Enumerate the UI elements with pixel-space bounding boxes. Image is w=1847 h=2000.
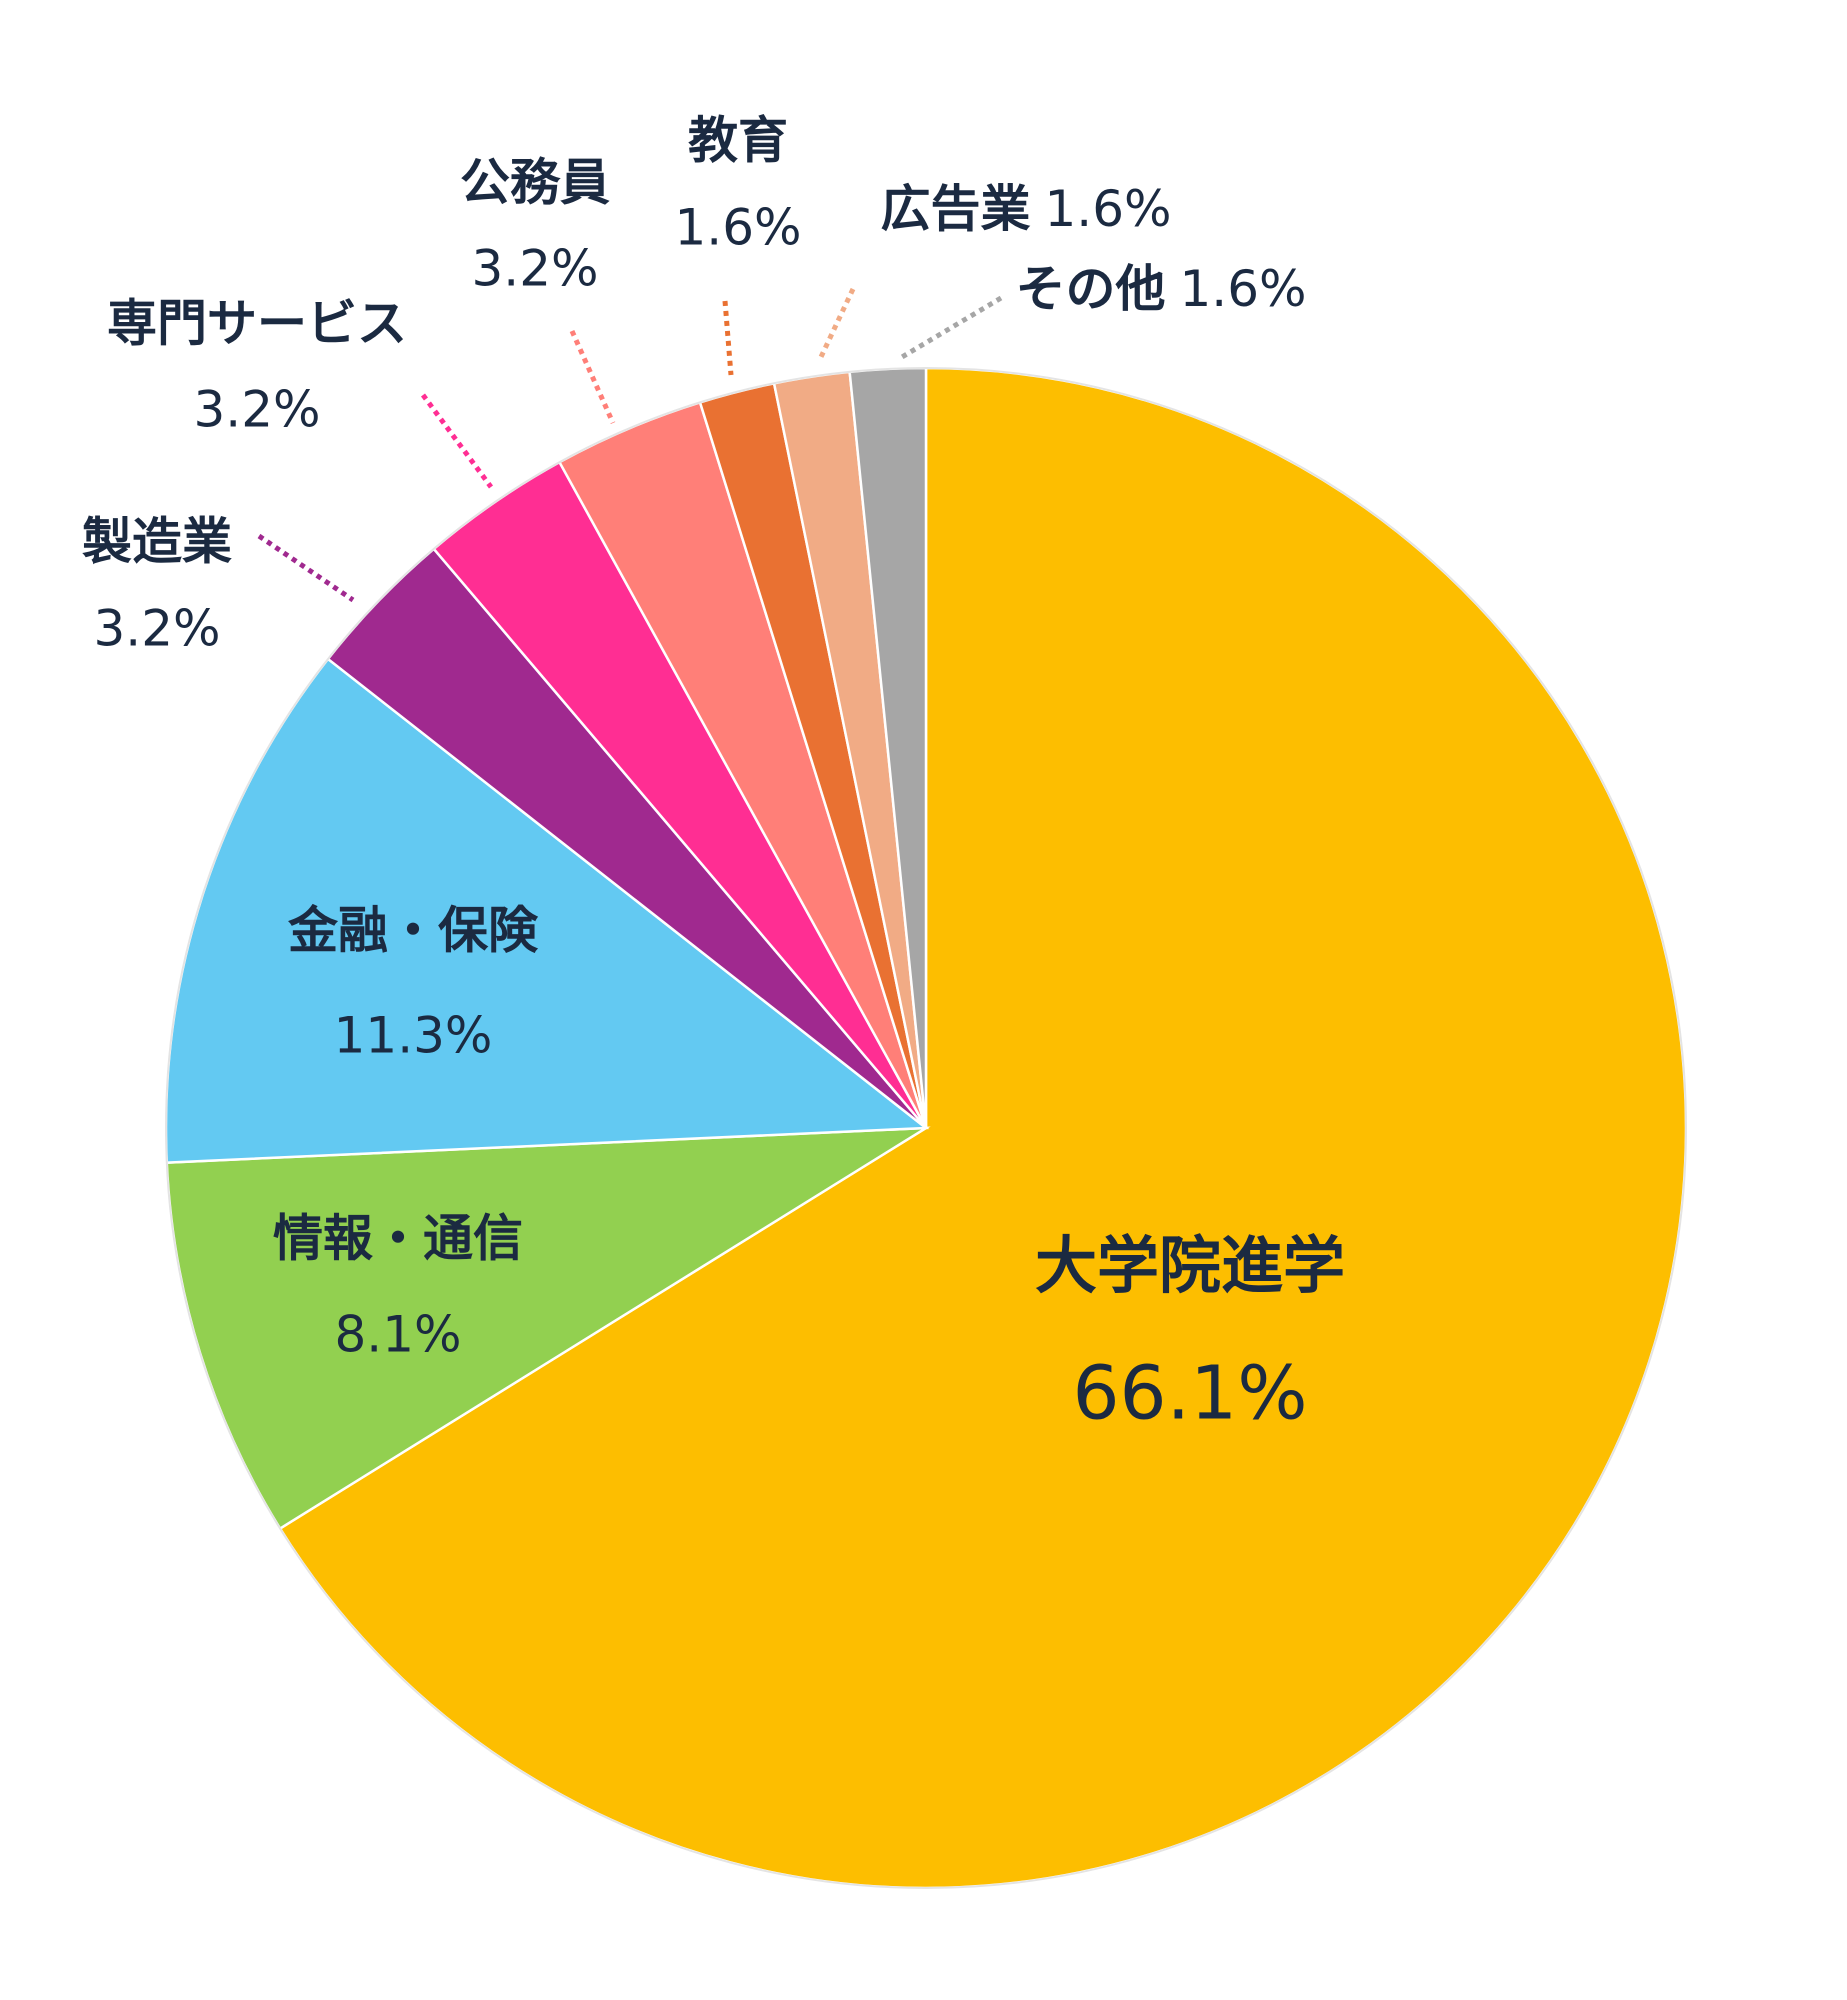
value-label: 8.1% (334, 1306, 461, 1364)
value-label: 3.2% (193, 381, 320, 439)
value-label: 3.2% (93, 600, 220, 658)
category-label: 製造業 (82, 513, 232, 571)
slice-label: 広告業 1.6% (880, 180, 1171, 238)
value-label: 1.6% (674, 199, 801, 257)
leader-line (420, 393, 494, 489)
value-label: 66.1% (1072, 1351, 1307, 1437)
category-label: 情報・通信 (273, 1210, 523, 1268)
value-label: 1.6% (1179, 260, 1306, 318)
value-label: 3.2% (471, 240, 598, 298)
category-label: 公務員 (460, 154, 610, 212)
leader-line (722, 300, 734, 376)
category-label: 広告業 (880, 180, 1030, 238)
category-label: その他 (1015, 260, 1165, 318)
leader-line (257, 533, 355, 603)
pie-outline (165, 367, 1687, 1889)
value-label: 1.6% (1044, 180, 1171, 238)
leader-line (818, 287, 856, 359)
category-label: 教育 (688, 112, 788, 170)
category-label: 金融・保険 (288, 902, 539, 960)
value-label: 11.3% (334, 1007, 493, 1065)
leader-line (900, 295, 1003, 360)
leader-line (569, 329, 616, 425)
category-label: 専門サービス (107, 295, 407, 353)
slice-label: その他 1.6% (1015, 260, 1306, 318)
category-label: 大学院進学 (1035, 1229, 1345, 1302)
